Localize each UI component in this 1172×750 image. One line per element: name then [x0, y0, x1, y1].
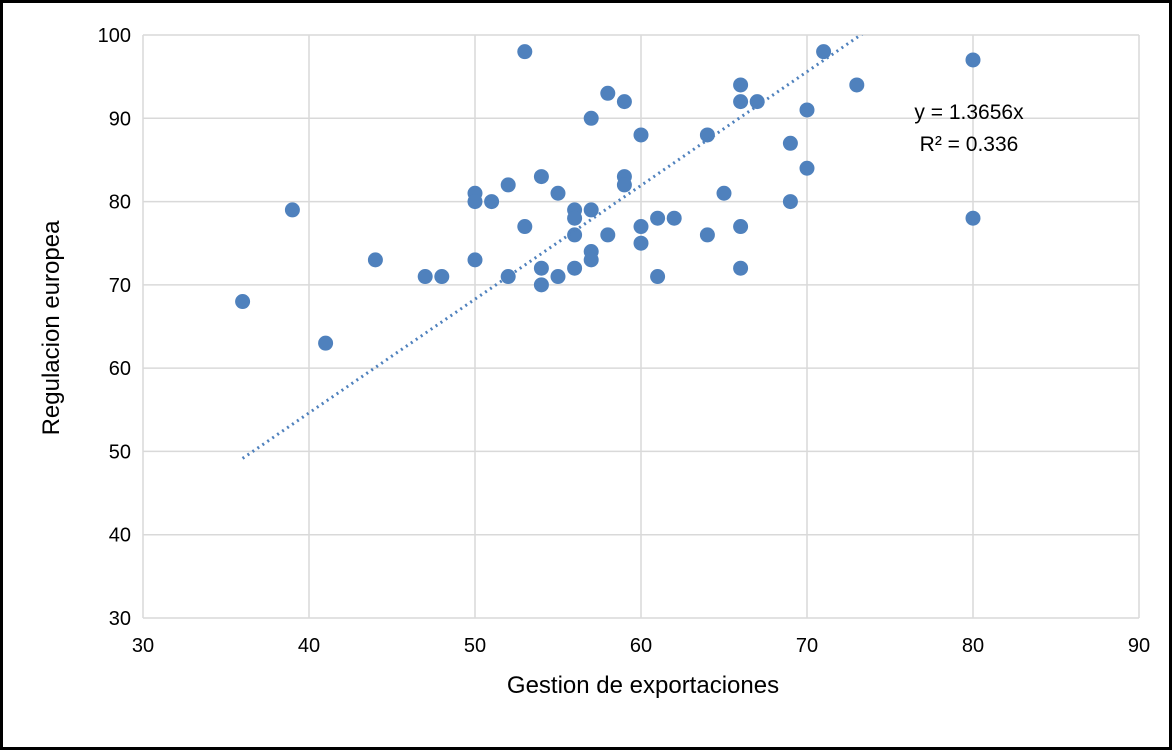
point — [533, 277, 549, 293]
trendline-r2: R² = 0.336 — [920, 133, 1019, 156]
point — [633, 127, 649, 143]
point — [484, 194, 500, 210]
point — [733, 219, 749, 235]
x-tick-label: 90 — [1128, 635, 1150, 657]
point — [849, 77, 865, 93]
y-tick-label: 30 — [109, 608, 131, 630]
x-tick-label: 80 — [962, 635, 984, 657]
point — [733, 94, 749, 110]
point — [600, 227, 616, 243]
y-tick-label: 90 — [109, 108, 131, 130]
point — [616, 94, 632, 110]
point — [550, 185, 566, 201]
point — [699, 227, 715, 243]
point — [550, 269, 566, 285]
point — [517, 219, 533, 235]
point — [965, 52, 981, 68]
point — [733, 260, 749, 276]
point — [616, 177, 632, 193]
point — [318, 335, 334, 351]
point — [799, 160, 815, 176]
point — [517, 44, 533, 60]
point — [533, 260, 549, 276]
point — [749, 94, 765, 110]
point — [733, 77, 749, 93]
point — [567, 227, 583, 243]
x-tick-label: 70 — [796, 635, 818, 657]
point — [965, 210, 981, 226]
x-tick-label: 40 — [298, 635, 320, 657]
trendline-equation: y = 1.3656x — [914, 101, 1024, 124]
point — [467, 194, 483, 210]
y-axis-title: Regulacion europea — [38, 220, 65, 435]
point — [650, 269, 666, 285]
point — [699, 127, 715, 143]
point — [650, 210, 666, 226]
point — [434, 269, 450, 285]
x-tick-label: 60 — [630, 635, 652, 657]
x-axis-title: Gestion de exportaciones — [507, 672, 779, 699]
point — [716, 185, 732, 201]
x-tick-label: 50 — [464, 635, 486, 657]
chart: Gestion de exportaciones Regulacion euro… — [38, 25, 1150, 699]
y-tick-label: 50 — [109, 441, 131, 463]
point — [567, 260, 583, 276]
point — [500, 177, 516, 193]
point — [417, 269, 433, 285]
x-tick-label: 30 — [132, 635, 154, 657]
y-tick-label: 70 — [109, 275, 131, 297]
y-tick-label: 80 — [109, 192, 131, 214]
point — [666, 210, 682, 226]
point — [533, 169, 549, 185]
point — [567, 210, 583, 226]
point — [583, 252, 599, 268]
point — [583, 110, 599, 126]
point — [500, 269, 516, 285]
point — [633, 235, 649, 251]
point — [284, 202, 300, 218]
point — [583, 202, 599, 218]
point — [367, 252, 383, 268]
y-tick-label: 40 — [109, 525, 131, 547]
y-tick-label: 60 — [109, 358, 131, 380]
point — [633, 219, 649, 235]
point — [467, 252, 483, 268]
point — [816, 44, 832, 60]
point — [782, 135, 798, 151]
point — [600, 85, 616, 101]
point — [782, 194, 798, 210]
y-tick-label: 100 — [98, 25, 131, 47]
point — [235, 294, 251, 310]
point — [799, 102, 815, 118]
